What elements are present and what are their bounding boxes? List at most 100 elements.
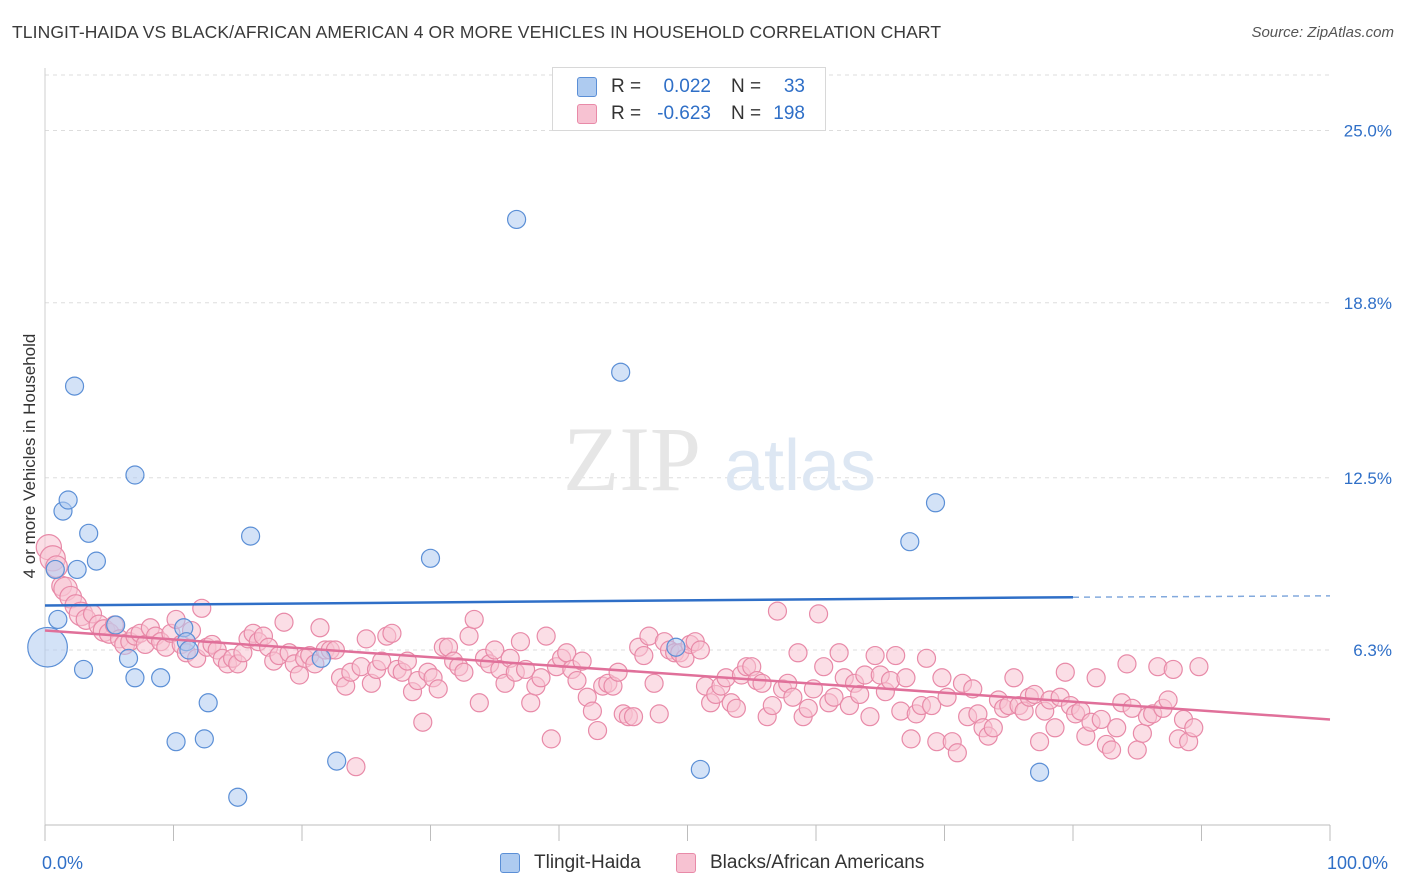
watermark-atlas: atlas xyxy=(724,426,876,506)
watermark: ZIP atlas xyxy=(563,408,876,510)
point-tlingit xyxy=(73,659,94,680)
point-blacks xyxy=(274,612,294,632)
chart-source: Source: ZipAtlas.com xyxy=(1251,24,1394,41)
legend-swatch-pink xyxy=(577,104,597,124)
point-blacks xyxy=(922,695,942,716)
point-blacks xyxy=(469,693,489,713)
point-blacks xyxy=(464,609,484,630)
trendline-blacks xyxy=(44,629,1331,721)
point-blacks xyxy=(896,668,916,688)
x-tick-label-max: 100.0% xyxy=(1327,853,1389,873)
legend-n-value: 198 xyxy=(773,103,805,124)
point-tlingit xyxy=(125,465,145,485)
point-tlingit xyxy=(420,548,441,568)
point-tlingit xyxy=(67,559,87,580)
legend-label-tlingit: Tlingit-Haida xyxy=(534,852,641,873)
point-blacks xyxy=(192,598,212,618)
point-blacks xyxy=(1029,732,1050,752)
point-blacks xyxy=(608,662,628,682)
series-tlingit-points xyxy=(27,209,1050,807)
point-blacks xyxy=(1055,662,1075,682)
legend-swatch-blue xyxy=(577,77,597,97)
point-blacks xyxy=(690,640,710,660)
point-blacks xyxy=(289,665,310,685)
legend-item-tlingit: Tlingit-Haida xyxy=(500,852,641,874)
legend-r-label: R = xyxy=(611,76,642,97)
legend-r-label: R = xyxy=(611,103,642,124)
point-blacks xyxy=(372,651,392,671)
point-blacks xyxy=(783,687,803,707)
point-blacks xyxy=(886,645,906,666)
stats-legend-row-tlingit: R = 0.022 N = 33 xyxy=(577,75,805,99)
point-tlingit xyxy=(27,626,68,668)
trendline-tlingit-extension xyxy=(1072,595,1331,598)
point-tlingit xyxy=(64,376,85,396)
point-tlingit xyxy=(241,526,261,546)
y-tick-label: 25.0% xyxy=(1344,122,1392,141)
point-blacks xyxy=(824,687,844,707)
point-blacks xyxy=(1163,659,1183,680)
point-blacks xyxy=(310,618,330,638)
point-tlingit xyxy=(86,551,107,571)
y-tick-label: 6.3% xyxy=(1353,641,1392,660)
point-blacks xyxy=(1189,657,1209,677)
legend-n-value: 33 xyxy=(783,76,805,97)
point-tlingit xyxy=(506,209,527,230)
legend-swatch-blue xyxy=(500,853,520,873)
chart-title: TLINGIT-HAIDA VS BLACK/AFRICAN AMERICAN … xyxy=(12,22,942,42)
point-blacks xyxy=(814,657,834,677)
point-blacks xyxy=(536,626,556,646)
point-blacks xyxy=(1132,723,1152,743)
point-blacks xyxy=(752,673,772,693)
point-blacks xyxy=(356,629,376,649)
point-tlingit xyxy=(611,362,631,382)
point-blacks xyxy=(428,679,448,699)
point-blacks xyxy=(901,729,921,749)
point-blacks xyxy=(1158,690,1178,710)
point-tlingit xyxy=(925,493,946,513)
point-tlingit xyxy=(166,732,186,752)
point-tlingit xyxy=(194,729,214,749)
series-legend: Tlingit-Haida Blacks/African Americans xyxy=(0,852,1406,878)
point-blacks xyxy=(382,623,402,643)
watermark-zip: ZIP xyxy=(563,408,701,510)
point-blacks xyxy=(459,626,479,646)
point-blacks xyxy=(510,632,531,652)
point-blacks xyxy=(983,718,1003,738)
point-blacks xyxy=(587,720,608,741)
point-blacks xyxy=(726,698,746,718)
point-blacks xyxy=(788,643,808,663)
point-blacks xyxy=(541,729,561,749)
point-blacks xyxy=(1086,668,1106,688)
series-blacks-points xyxy=(35,534,1209,777)
point-blacks xyxy=(454,662,474,682)
x-tick-label-min: 0.0% xyxy=(42,853,84,873)
legend-n-label: N = xyxy=(731,103,762,124)
grid-lines xyxy=(45,74,1330,651)
point-blacks xyxy=(1117,654,1137,674)
y-tick-label: 12.5% xyxy=(1344,469,1392,488)
point-blacks xyxy=(582,701,603,721)
point-blacks xyxy=(572,651,592,671)
point-blacks xyxy=(865,645,885,666)
point-blacks xyxy=(829,643,849,663)
point-tlingit xyxy=(58,490,78,510)
point-blacks xyxy=(767,601,788,621)
point-blacks xyxy=(1091,709,1111,730)
point-tlingit xyxy=(48,609,68,630)
point-blacks xyxy=(860,707,880,727)
point-blacks xyxy=(798,698,818,718)
point-blacks xyxy=(644,673,664,693)
point-blacks xyxy=(531,668,551,688)
legend-n-label: N = xyxy=(731,76,762,97)
point-blacks xyxy=(567,670,587,691)
point-blacks xyxy=(947,743,967,763)
point-blacks xyxy=(623,707,644,727)
point-tlingit xyxy=(327,751,347,771)
point-blacks xyxy=(485,640,505,660)
point-blacks xyxy=(1184,718,1204,738)
point-blacks xyxy=(808,604,829,624)
point-blacks xyxy=(1101,740,1122,760)
legend-item-blacks: Blacks/African Americans xyxy=(676,852,924,874)
